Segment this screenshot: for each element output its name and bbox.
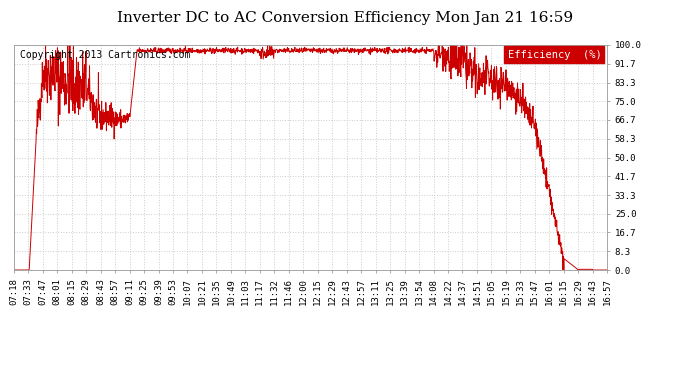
Text: Inverter DC to AC Conversion Efficiency Mon Jan 21 16:59: Inverter DC to AC Conversion Efficiency … [117,11,573,25]
Text: Efficiency  (%): Efficiency (%) [508,50,601,60]
Text: Copyright 2013 Cartronics.com: Copyright 2013 Cartronics.com [20,50,190,60]
